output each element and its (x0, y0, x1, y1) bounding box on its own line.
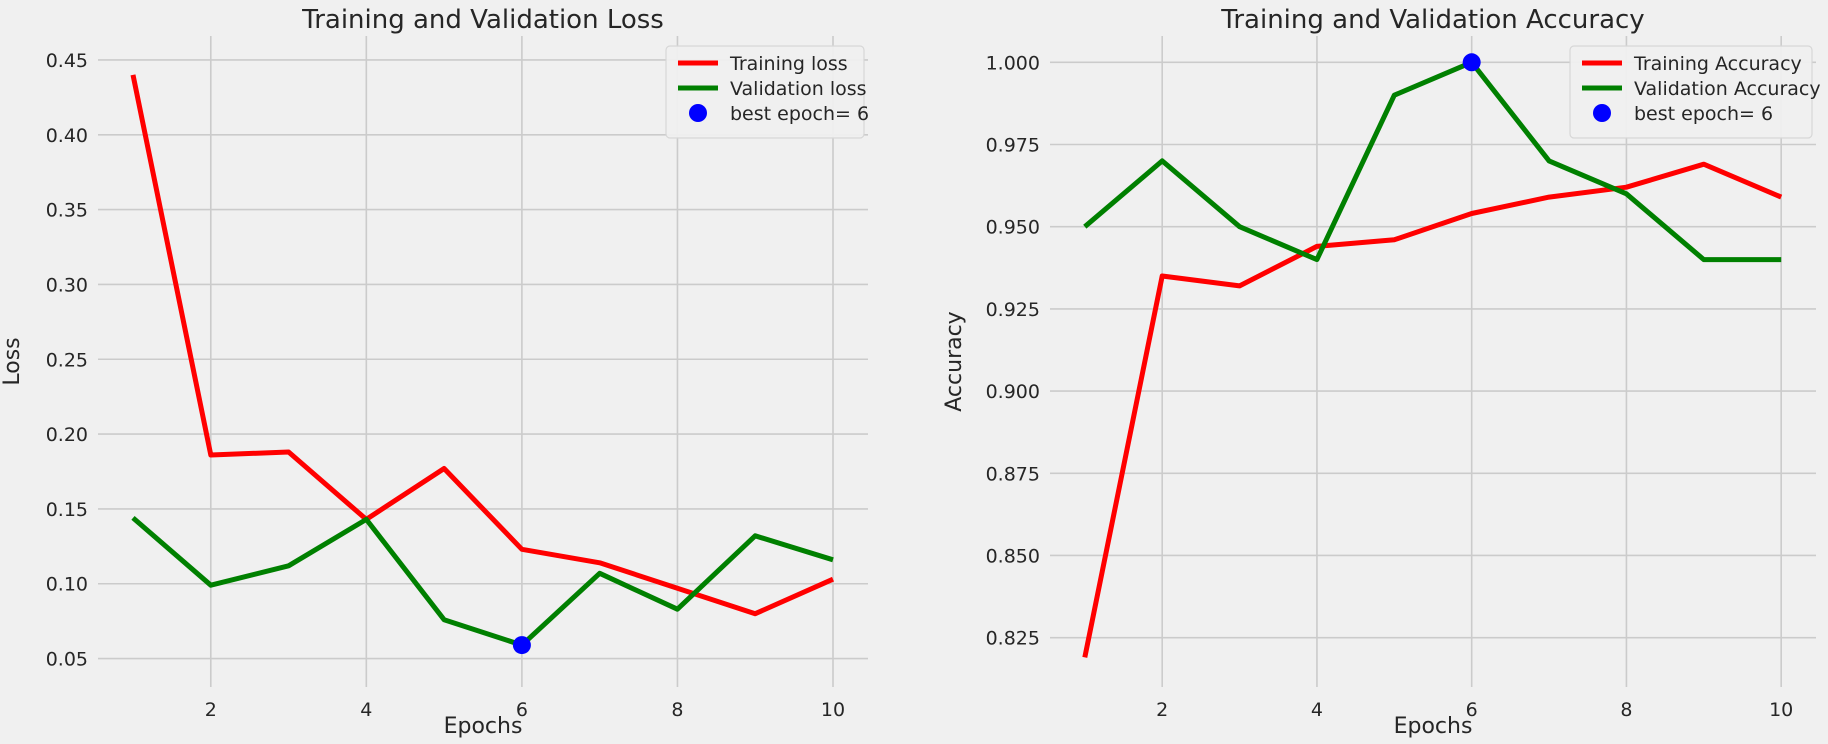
legend-label: best epoch= 6 (1634, 103, 1773, 125)
legend-label: Validation loss (730, 78, 867, 100)
chart-title: Training and Validation Loss (301, 5, 664, 35)
best-epoch-marker (1462, 53, 1481, 72)
y-tick-label: 0.40 (46, 125, 88, 147)
y-tick-label: 0.950 (986, 217, 1040, 239)
y-tick-label: 0.05 (46, 649, 88, 671)
y-tick-label: 0.925 (986, 299, 1040, 321)
y-tick-label: 0.30 (46, 274, 88, 296)
y-tick-label: 0.20 (46, 424, 88, 446)
y-tick-label: 0.25 (46, 349, 88, 371)
legend-label: Validation Accuracy (1634, 78, 1821, 100)
legend-label: Training Accuracy (1633, 53, 1802, 75)
y-tick-label: 0.850 (986, 545, 1040, 567)
series-line-validation (1083, 59, 1782, 263)
chart-loss: 2 4 6 8 10 0.05 0.10 0.15 0.20 0.25 0.30 0.35 0.40 0.… (0, 5, 869, 739)
x-tick-label: 8 (1620, 699, 1632, 721)
y-axis-label: Accuracy (942, 311, 967, 411)
x-tick-label: 2 (1156, 699, 1168, 721)
y-tick-label: 1.000 (986, 52, 1040, 74)
series-line-validation (131, 516, 834, 648)
legend-marker (1593, 104, 1611, 122)
x-tick-label: 6 (516, 699, 528, 721)
y-axis-label: Loss (0, 337, 25, 385)
y-tick-label: 0.825 (986, 628, 1040, 650)
legend-label: best epoch= 6 (730, 103, 869, 125)
x-axis-label: Epochs (444, 714, 523, 739)
legend-label: Training loss (729, 53, 848, 75)
legend-marker (689, 104, 707, 122)
x-axis-label: Epochs (1394, 714, 1473, 739)
x-tick-label: 10 (821, 699, 845, 721)
y-tick-label: 0.10 (46, 574, 88, 596)
y-tick-label: 0.35 (46, 200, 88, 222)
series-line-training (1082, 161, 1783, 658)
x-tick-label: 4 (1311, 699, 1323, 721)
chart-accuracy: 2 4 6 8 10 0.825 0.850 0.875 0.900 0.925 0.950 0.97… (942, 5, 1821, 739)
legend: Training Accuracy Validation Accuracy best… (1569, 45, 1821, 139)
series-line-training (130, 74, 835, 617)
best-epoch-marker (512, 636, 531, 655)
y-tick-label: 0.45 (46, 50, 88, 72)
x-tick-label: 2 (205, 699, 217, 721)
chart-title: Training and Validation Accuracy (1220, 5, 1644, 35)
y-tick-label: 0.15 (46, 499, 88, 521)
y-tick-label: 0.875 (986, 463, 1040, 485)
legend-box (1569, 45, 1813, 139)
legend-box (665, 45, 865, 139)
legend: Training loss Validation loss best epoch= … (665, 45, 869, 139)
y-tick-label: 0.975 (986, 135, 1040, 157)
x-tick-label: 6 (1466, 699, 1478, 721)
y-tick-label: 0.900 (986, 381, 1040, 403)
x-tick-label: 8 (671, 699, 683, 721)
x-tick-label: 10 (1769, 699, 1793, 721)
x-tick-label: 4 (360, 699, 372, 721)
